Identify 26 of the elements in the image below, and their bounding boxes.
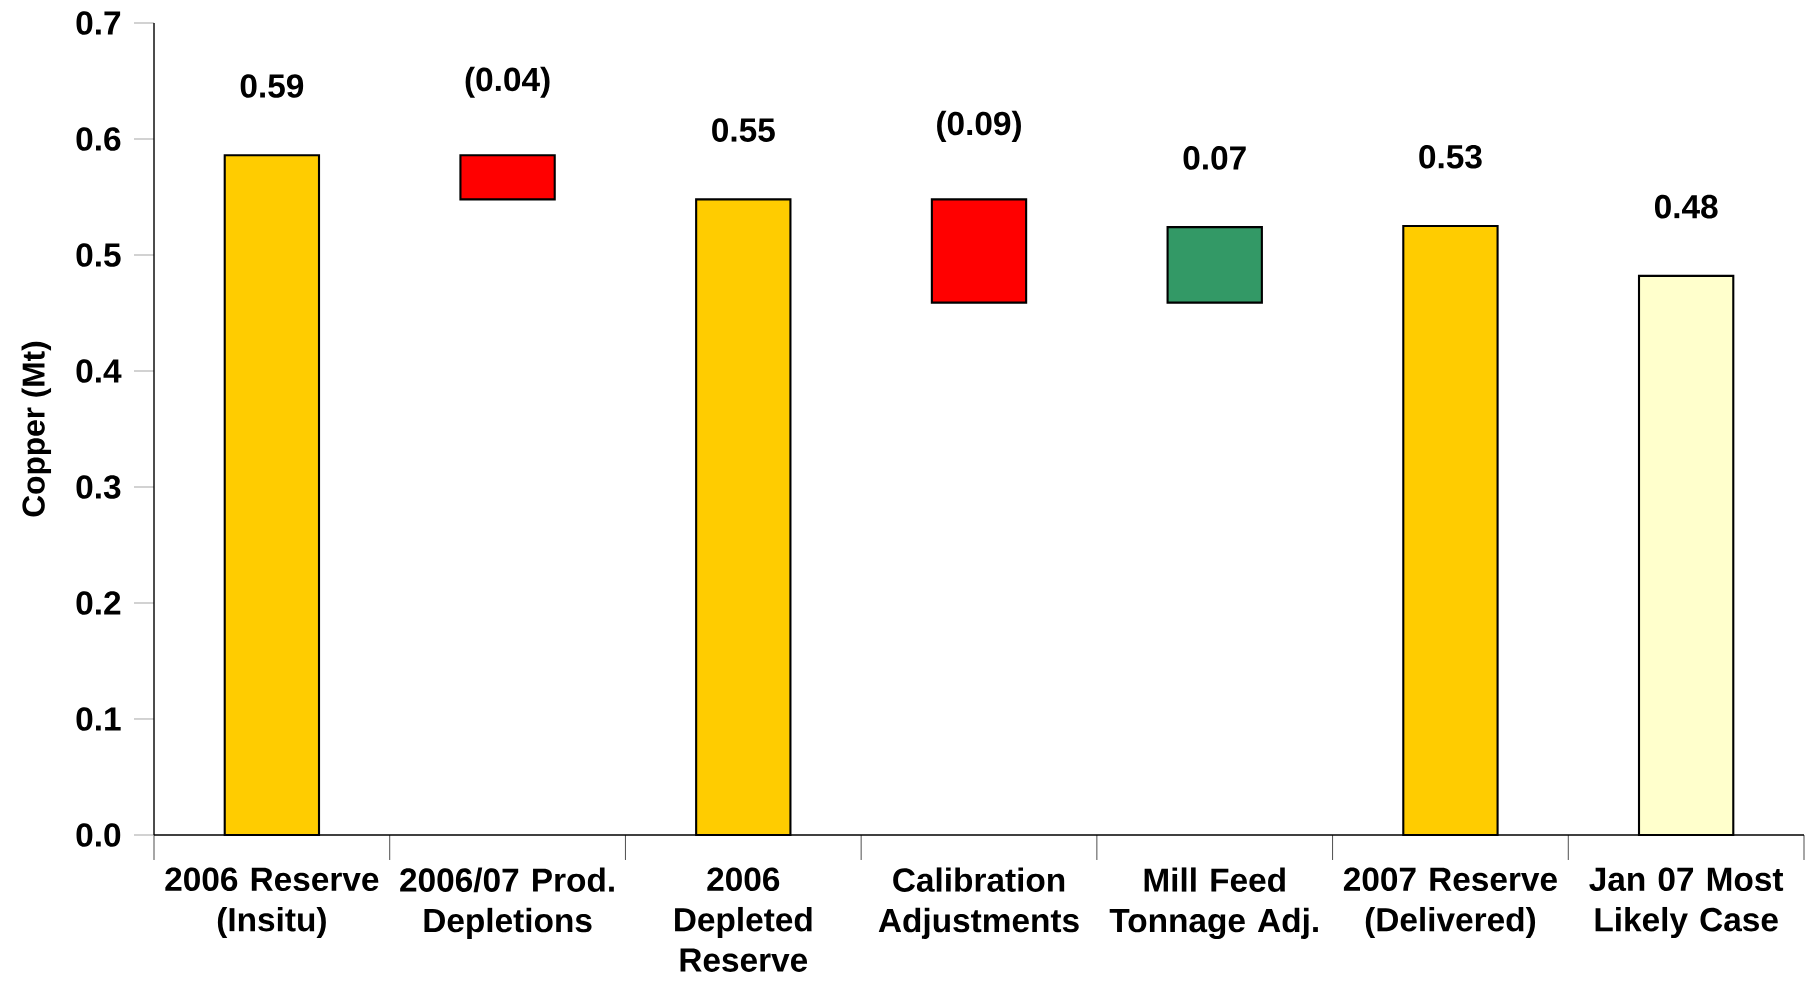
bar [930,198,1028,304]
x-tick-label: Calibration Adjustments [878,867,1079,939]
x-tick-label: Jan 07 Most Likely Case [1589,867,1784,939]
data-label: (0.09) [937,110,1021,142]
x-tick-label: 2006 Depleted Reserve [675,867,812,972]
y-tick-label: 0.2 [76,591,121,615]
data-label: 0.07 [1183,146,1246,170]
y-tick-label: 0.0 [76,823,121,847]
x-tick-label: 2007 Reserve (Delivered) [1343,867,1557,939]
y-tick-label: 0.6 [76,127,121,151]
y-tick-label: 0.5 [76,243,121,267]
data-label: 0.53 [1419,144,1482,169]
y-axis-title: Copper (Mt) [21,341,52,517]
bar [1166,226,1263,304]
data-label: (0.04) [465,66,550,98]
y-tick-label: 0.4 [76,359,122,383]
x-tick-label: 2006 Reserve (Insitu) [165,867,379,939]
bar [459,154,556,201]
y-tick-label: 0.3 [76,475,121,499]
y-tick-label: 0.1 [76,707,121,731]
y-tick-label: 0.7 [76,11,121,35]
data-label: 0.48 [1654,194,1718,219]
data-label: 0.55 [712,118,775,142]
x-tick-label: Mill Feed Tonnage Adj. [1109,867,1318,940]
x-tick-label: 2006/07 Prod. Depletions [400,867,614,939]
data-label: 0.59 [240,74,304,98]
